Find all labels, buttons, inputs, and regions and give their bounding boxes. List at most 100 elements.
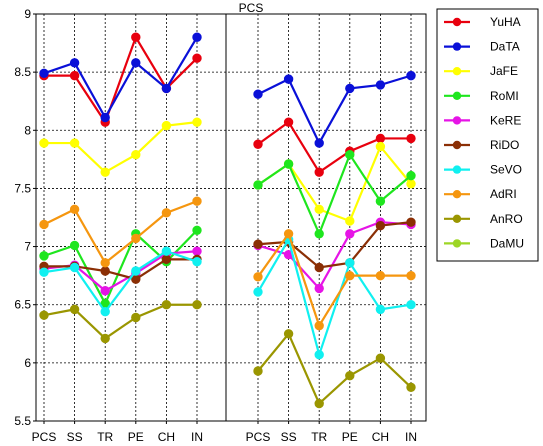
data-point [406, 70, 416, 81]
legend-item: KeRE [444, 113, 521, 127]
legend-swatch-marker [452, 140, 462, 150]
data-point [314, 138, 324, 148]
legend-label: JaFE [490, 64, 518, 78]
series-line [257, 152, 412, 237]
data-point [39, 251, 49, 261]
data-point [375, 141, 386, 152]
x-tick-label: PE [128, 430, 144, 444]
x-tick-label: PCS [246, 430, 271, 444]
legend-label: RoMI [490, 89, 519, 103]
series-line [43, 250, 198, 314]
data-point [406, 382, 416, 392]
data-point [253, 139, 263, 149]
series-line [257, 236, 412, 359]
x-axis: PCS SS TR PE CH IN PCS SS TR PE CH IN [32, 421, 417, 444]
data-point [375, 270, 386, 281]
y-tick-label: 7 [24, 240, 31, 254]
legend-swatch-marker [452, 67, 462, 76]
data-point [192, 300, 202, 310]
x-tick-label: CH [158, 430, 175, 444]
data-point [39, 267, 49, 277]
y-axis: 5.5 6 6.5 7 7.5 8 8.5 9 [14, 7, 36, 428]
series-lines [39, 32, 416, 409]
data-point [253, 366, 263, 376]
data-point [406, 300, 416, 310]
legend-swatch-marker [452, 116, 462, 125]
y-tick-label: 8.5 [14, 65, 31, 79]
series-AdRI [39, 196, 416, 331]
data-point [375, 80, 386, 90]
series-line [43, 229, 198, 307]
legend-label: RiDO [490, 138, 519, 152]
series-line [257, 74, 412, 146]
data-point [69, 204, 80, 215]
legend-swatch-marker [452, 42, 462, 51]
data-point [69, 70, 80, 81]
series-line [43, 200, 198, 265]
data-point [314, 262, 324, 273]
data-point [283, 229, 294, 239]
legend-label: SeVO [490, 163, 522, 177]
data-point [314, 229, 324, 239]
legend-item: DaMU [444, 236, 524, 250]
data-point [39, 219, 49, 230]
data-point [192, 32, 202, 42]
data-point [161, 120, 172, 131]
data-point [69, 240, 80, 251]
data-point [69, 138, 80, 148]
data-point [314, 204, 324, 215]
data-point [192, 225, 202, 235]
legend: YuHA DaTA JaFE RoMI KeRE RiDO SeVO AdRI AnRO DaMU [436, 8, 539, 262]
data-point [406, 170, 416, 181]
data-point [39, 310, 49, 320]
legend-swatch-marker [452, 239, 462, 248]
data-point [314, 398, 324, 409]
y-tick-label: 7.5 [14, 181, 31, 195]
data-point [253, 287, 263, 297]
data-point [161, 83, 172, 94]
data-point [283, 159, 294, 169]
data-point [131, 266, 141, 276]
data-point [314, 350, 324, 360]
data-point [345, 370, 355, 381]
data-point [283, 74, 294, 84]
y-tick-label: 6 [24, 356, 31, 370]
data-point [100, 306, 110, 317]
legend-item: RiDO [444, 138, 519, 152]
data-point [69, 304, 80, 315]
data-point [345, 216, 355, 226]
data-point [375, 133, 386, 144]
data-point [314, 320, 324, 331]
data-point [192, 53, 202, 63]
data-point [345, 83, 355, 94]
data-point [314, 283, 324, 294]
y-tick-label: 6.5 [14, 298, 31, 312]
data-point [69, 58, 80, 68]
data-point [406, 217, 416, 227]
x-tick-label: SS [281, 430, 297, 444]
legend-item: JaFE [444, 64, 518, 78]
legend-label: DaTA [490, 40, 520, 54]
data-point [69, 262, 80, 273]
data-point [345, 229, 355, 239]
legend-swatch-marker [452, 17, 462, 27]
data-point [375, 353, 386, 363]
data-point [100, 112, 110, 123]
x-tick-label: SS [67, 430, 83, 444]
legend-item: AdRI [444, 187, 517, 201]
data-point [100, 286, 110, 296]
series-JaFE [39, 117, 416, 226]
legend-label: YuHA [490, 15, 521, 29]
series-line [44, 121, 198, 174]
data-point [253, 180, 263, 190]
data-point [192, 196, 202, 206]
data-point [192, 256, 202, 267]
series-DaTA [39, 32, 416, 148]
data-point [375, 220, 386, 231]
legend-item: RoMI [444, 89, 519, 103]
x-tick-label: PE [342, 430, 358, 444]
data-point [161, 300, 172, 310]
series-line [257, 331, 412, 406]
data-point [345, 150, 355, 160]
